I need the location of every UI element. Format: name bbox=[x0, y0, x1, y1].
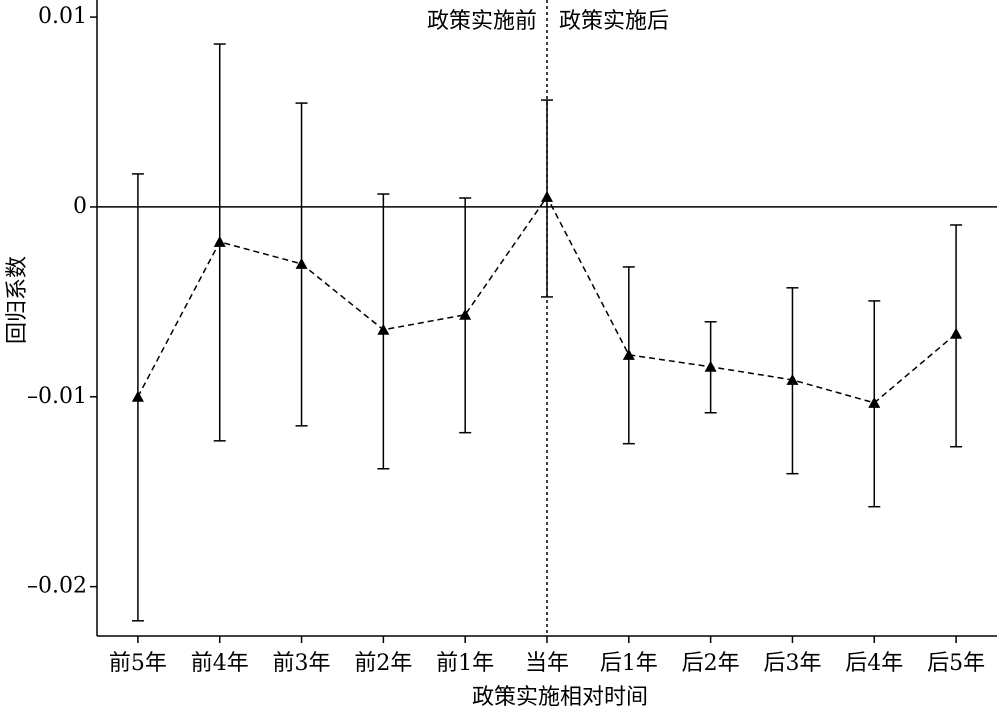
x-tick-label: 前2年 bbox=[354, 651, 412, 676]
x-tick-label: 后1年 bbox=[600, 651, 658, 676]
marker bbox=[295, 257, 308, 269]
x-tick-label: 前4年 bbox=[191, 651, 249, 676]
marker bbox=[541, 190, 553, 202]
annotation: 政策实施后 bbox=[559, 9, 669, 34]
marker bbox=[704, 360, 717, 372]
marker bbox=[131, 390, 144, 402]
x-tick-label: 后5年 bbox=[927, 651, 985, 676]
y-axis-label: 回归系数 bbox=[5, 256, 30, 344]
x-axis-label: 政策实施相对时间 bbox=[472, 685, 648, 710]
marker bbox=[622, 348, 635, 360]
marker bbox=[868, 396, 881, 408]
marker bbox=[786, 373, 799, 385]
x-tick-label: 后2年 bbox=[682, 651, 740, 676]
x-tick-label: 前3年 bbox=[273, 651, 331, 676]
x-tick-label: 当年 bbox=[525, 651, 569, 676]
y-tick-label: 0.01 bbox=[38, 4, 87, 29]
y-tick-label: –0.02 bbox=[27, 574, 87, 599]
x-tick-label: 后4年 bbox=[845, 651, 903, 676]
x-tick-label: 前1年 bbox=[436, 651, 494, 676]
x-tick-label: 后3年 bbox=[763, 651, 821, 676]
marker bbox=[213, 235, 226, 247]
annotation: 政策实施前 bbox=[427, 9, 537, 34]
marker bbox=[950, 327, 963, 339]
y-tick-label: –0.01 bbox=[27, 384, 87, 409]
x-tick-label: 前5年 bbox=[109, 651, 167, 676]
marker bbox=[459, 308, 472, 320]
marker bbox=[377, 323, 390, 335]
y-tick-label: 0 bbox=[73, 194, 87, 219]
